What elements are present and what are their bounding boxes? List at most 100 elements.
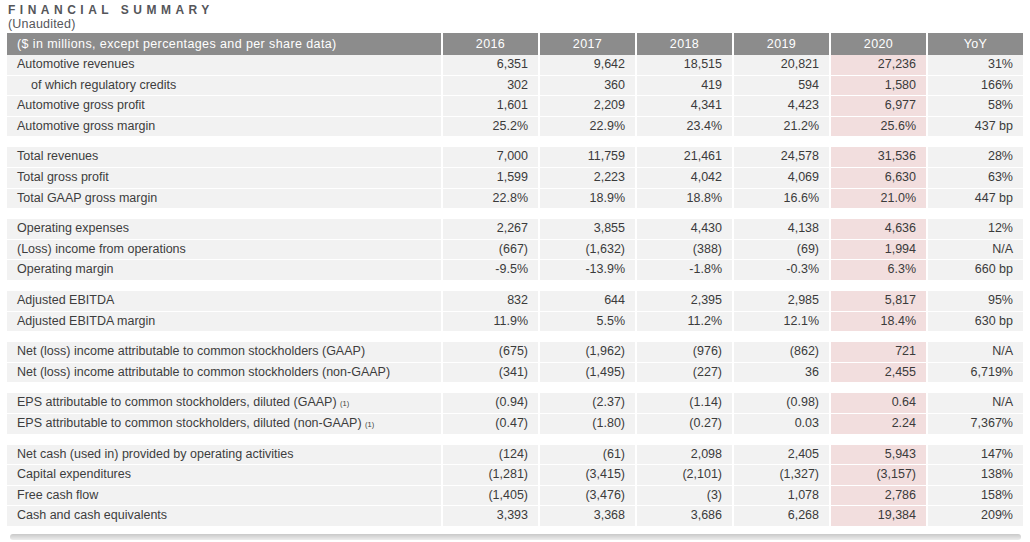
cell-2019: 36: [732, 363, 829, 383]
cell-2017: (1,495): [538, 363, 635, 383]
cell-2020: 27,236: [829, 55, 926, 75]
cell-2019: 12.1%: [732, 312, 829, 332]
table-section: Operating expenses2,2673,8554,4304,1384,…: [7, 219, 1023, 280]
cell-2017: 11,759: [538, 147, 635, 167]
cell-2020: 6.3%: [829, 260, 926, 280]
cell-2016: (1,405): [441, 486, 538, 506]
cell-2019: 2,405: [732, 445, 829, 465]
table-row: (Loss) income from operations(667)(1,632…: [7, 240, 1023, 260]
cell-2017: (1,962): [538, 342, 635, 362]
cell-2020: 2,455: [829, 363, 926, 383]
cell-2019: 0.03: [732, 414, 829, 434]
cell-YoY: 147%: [926, 445, 1023, 465]
cell-YoY: N/A: [926, 240, 1023, 260]
table-row: Cash and cash equivalents3,3933,3683,686…: [7, 506, 1023, 526]
row-label: Net (loss) income attributable to common…: [7, 363, 441, 383]
cell-2019: 2,985: [732, 291, 829, 311]
cell-2017: 360: [538, 76, 635, 96]
row-label: Capital expenditures: [7, 465, 441, 485]
cell-2020: 1,994: [829, 240, 926, 260]
row-label: Adjusted EBITDA margin: [7, 312, 441, 332]
cell-2019: (69): [732, 240, 829, 260]
table-row: Net (loss) income attributable to common…: [7, 342, 1023, 362]
cell-2019: (862): [732, 342, 829, 362]
cell-YoY: 31%: [926, 55, 1023, 75]
table-row: Total gross profit1,5992,2234,0424,0696,…: [7, 168, 1023, 188]
row-label: Total gross profit: [7, 168, 441, 188]
cell-2016: (0.47): [441, 414, 538, 434]
cell-2017: (61): [538, 445, 635, 465]
row-label: EPS attributable to common stockholders,…: [7, 414, 441, 434]
cell-2020: 2.24: [829, 414, 926, 434]
cell-2017: 644: [538, 291, 635, 311]
cell-YoY: N/A: [926, 342, 1023, 362]
table-row: Total GAAP gross margin22.8%18.9%18.8%16…: [7, 189, 1023, 209]
cell-2020: 5,817: [829, 291, 926, 311]
cell-2020: 721: [829, 342, 926, 362]
cell-2018: (0.27): [635, 414, 732, 434]
table-header-row: ($ in millions, except percentages and p…: [7, 33, 1023, 55]
footnote-marker: (1): [365, 420, 374, 429]
cell-2019: 4,069: [732, 168, 829, 188]
row-label: Total GAAP gross margin: [7, 189, 441, 209]
cell-2017: 22.9%: [538, 117, 635, 137]
row-label: Net (loss) income attributable to common…: [7, 342, 441, 362]
row-label: (Loss) income from operations: [7, 240, 441, 260]
cell-YoY: 447 bp: [926, 189, 1023, 209]
cell-2016: (341): [441, 363, 538, 383]
table-body: Automotive revenues6,3519,64218,51520,82…: [7, 55, 1023, 526]
header-col-2019: 2019: [732, 33, 829, 55]
cell-2018: 2,395: [635, 291, 732, 311]
cell-2016: -9.5%: [441, 260, 538, 280]
financial-summary-page: FINANCIAL SUMMARY (Unaudited) ($ in mill…: [0, 0, 1030, 542]
cell-YoY: 28%: [926, 147, 1023, 167]
cell-2019: 4,138: [732, 219, 829, 239]
cell-2018: (227): [635, 363, 732, 383]
table-row: Net cash (used in) provided by operating…: [7, 445, 1023, 465]
cell-2019: -0.3%: [732, 260, 829, 280]
cell-2020: 2,786: [829, 486, 926, 506]
cell-2016: 11.9%: [441, 312, 538, 332]
cell-YoY: 95%: [926, 291, 1023, 311]
cell-2018: 23.4%: [635, 117, 732, 137]
cell-2018: (976): [635, 342, 732, 362]
cell-YoY: 7,367%: [926, 414, 1023, 434]
cell-2018: (2,101): [635, 465, 732, 485]
cell-2017: (1.80): [538, 414, 635, 434]
table-row: EPS attributable to common stockholders,…: [7, 414, 1023, 434]
row-label: Automotive gross margin: [7, 117, 441, 137]
table-row: Operating margin-9.5%-13.9%-1.8%-0.3%6.3…: [7, 260, 1023, 280]
cell-2017: 3,855: [538, 219, 635, 239]
cell-2019: 20,821: [732, 55, 829, 75]
table-section: Automotive revenues6,3519,64218,51520,82…: [7, 55, 1023, 136]
cell-2018: 2,098: [635, 445, 732, 465]
cell-2016: 832: [441, 291, 538, 311]
cell-2016: 25.2%: [441, 117, 538, 137]
cell-2016: 1,601: [441, 96, 538, 116]
cell-2020: 25.6%: [829, 117, 926, 137]
table-row: Capital expenditures(1,281)(3,415)(2,101…: [7, 465, 1023, 485]
page-subtitle: (Unaudited): [8, 17, 76, 31]
cell-2020: 31,536: [829, 147, 926, 167]
cell-2017: 2,209: [538, 96, 635, 116]
cell-2016: 3,393: [441, 506, 538, 526]
cell-2018: 4,430: [635, 219, 732, 239]
cell-YoY: 209%: [926, 506, 1023, 526]
cell-2019: (0.98): [732, 393, 829, 413]
row-label: of which regulatory credits: [7, 76, 441, 96]
cell-2019: 1,078: [732, 486, 829, 506]
cell-2017: -13.9%: [538, 260, 635, 280]
row-label: Free cash flow: [7, 486, 441, 506]
cell-2020: 5,943: [829, 445, 926, 465]
cell-2017: 3,368: [538, 506, 635, 526]
cell-2016: 6,351: [441, 55, 538, 75]
cell-2019: 16.6%: [732, 189, 829, 209]
cell-YoY: 63%: [926, 168, 1023, 188]
cell-2020: 0.64: [829, 393, 926, 413]
cell-YoY: N/A: [926, 393, 1023, 413]
cell-2018: (388): [635, 240, 732, 260]
table-header-caption: ($ in millions, except percentages and p…: [7, 37, 441, 51]
cell-2018: -1.8%: [635, 260, 732, 280]
row-label: Total revenues: [7, 147, 441, 167]
footnote-marker: (1): [340, 399, 349, 408]
